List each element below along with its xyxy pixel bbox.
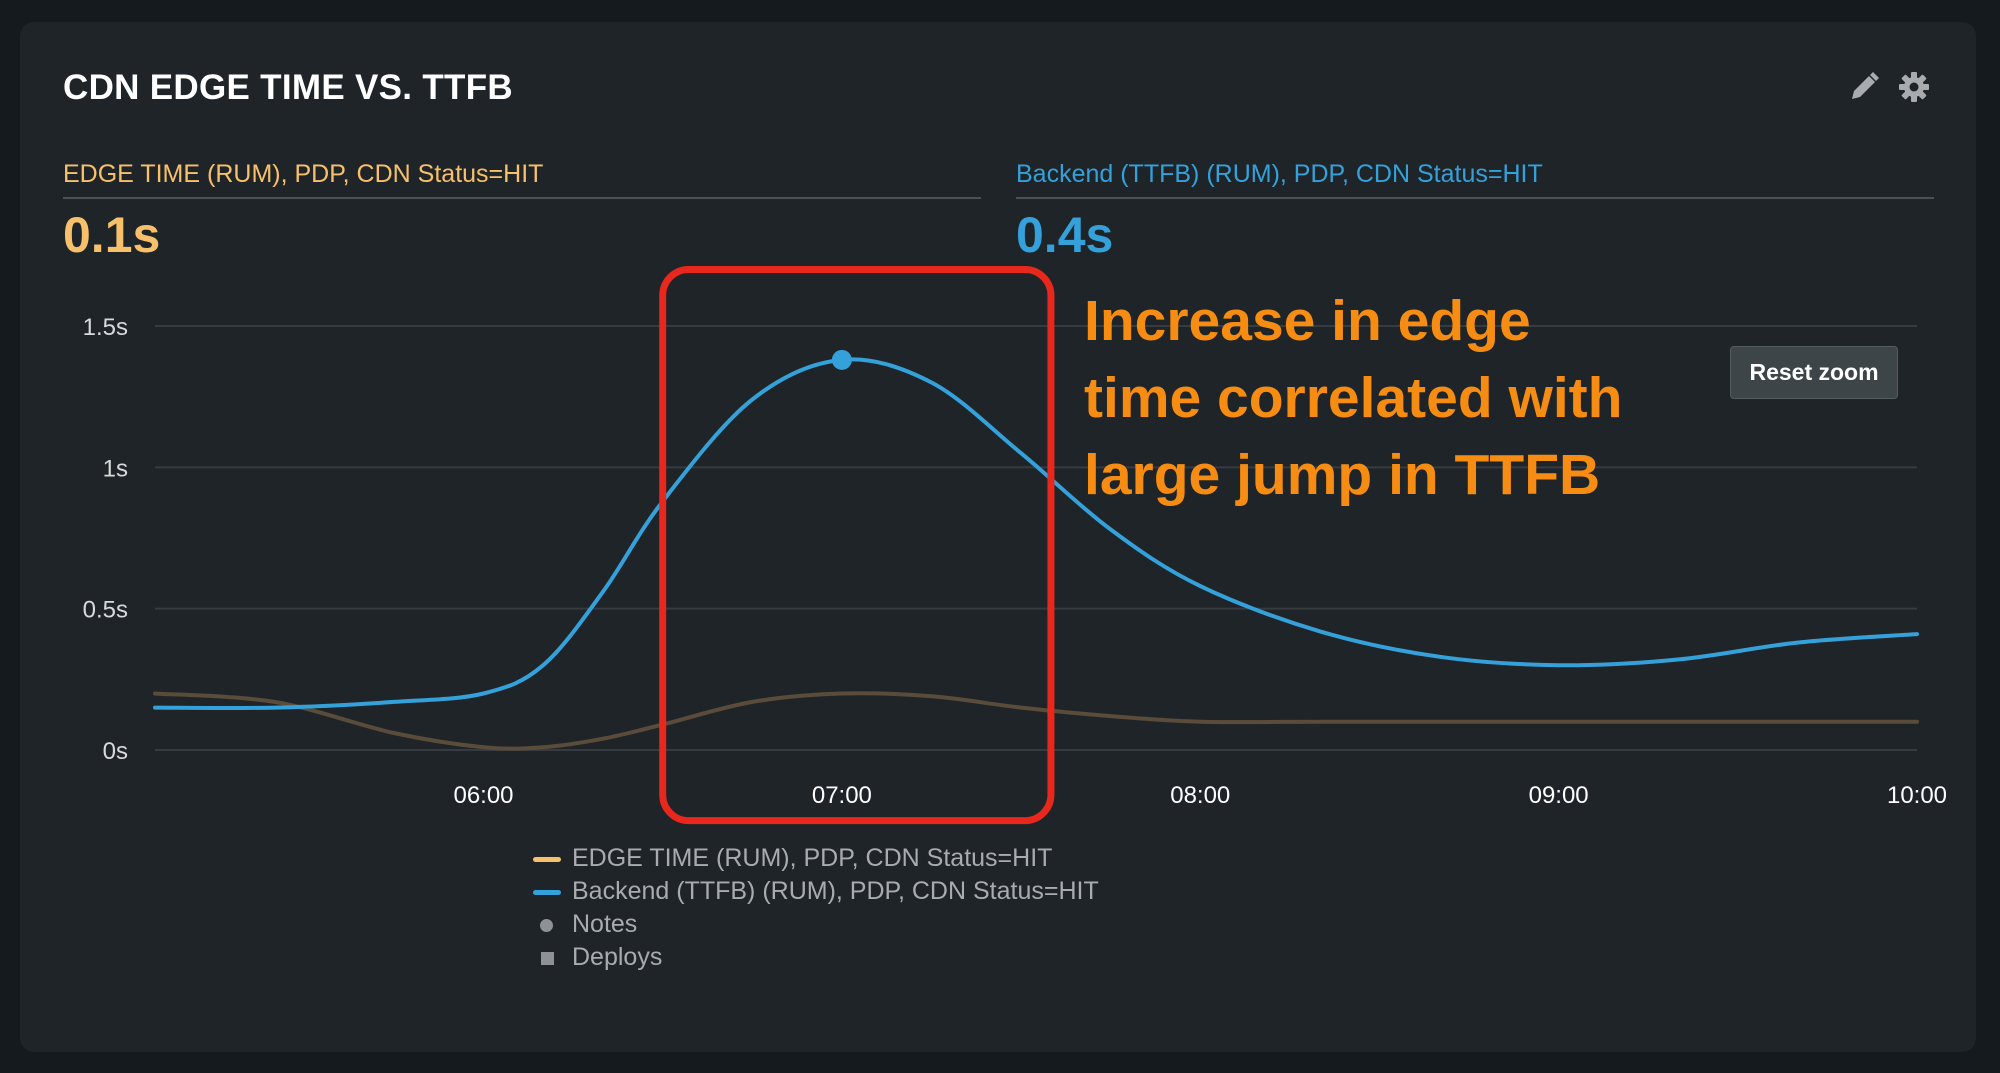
widget-title: CDN EDGE TIME VS. TTFB (63, 68, 513, 107)
annotation-line: Increase in edge (1084, 289, 1531, 353)
y-tick-label: 0.5s (83, 597, 128, 624)
legend-item-deploys[interactable]: Deploys (533, 941, 1099, 974)
legend-label: Backend (TTFB) (RUM), PDP, CDN Status=HI… (572, 877, 1099, 905)
y-tick-label: 0s (103, 738, 128, 765)
edge-metric-divider (63, 197, 981, 199)
ttfb-metric-divider (1016, 197, 1934, 199)
ttfb-metric-value: 0.4s (1016, 207, 1114, 263)
chart-widget (20, 22, 1976, 1052)
annotation-text: Increase in edge time correlated with la… (1084, 283, 1724, 514)
x-tick-label: 08:00 (1170, 782, 1230, 809)
legend-circle-symbol (533, 915, 561, 935)
edge-time-series-line (153, 691, 1919, 751)
legend-item-ttfb[interactable]: Backend (TTFB) (RUM), PDP, CDN Status=HI… (533, 875, 1099, 908)
edge-metric-label: EDGE TIME (RUM), PDP, CDN Status=HIT (63, 160, 544, 188)
reset-zoom-button[interactable]: Reset zoom (1730, 346, 1898, 399)
legend-item-edge-time[interactable]: EDGE TIME (RUM), PDP, CDN Status=HIT (533, 842, 1099, 875)
y-tick-label: 1s (103, 455, 128, 482)
legend-label: Notes (572, 910, 638, 938)
ttfb-series-line (153, 357, 1919, 710)
chart-legend: EDGE TIME (RUM), PDP, CDN Status=HIT Bac… (533, 842, 1099, 974)
legend-line-symbol (533, 849, 561, 869)
legend-square-symbol (533, 948, 561, 968)
x-tick-label: 10:00 (1887, 782, 1947, 809)
highlight-box (659, 265, 1055, 825)
edge-metric-value: 0.1s (63, 207, 161, 263)
legend-label: EDGE TIME (RUM), PDP, CDN Status=HIT (572, 844, 1053, 872)
x-tick-label: 06:00 (453, 782, 513, 809)
ttfb-metric-label: Backend (TTFB) (RUM), PDP, CDN Status=HI… (1016, 160, 1543, 188)
annotation-line: large jump in TTFB (1084, 443, 1601, 507)
y-tick-label: 1.5s (83, 314, 128, 341)
gear-icon[interactable] (1897, 70, 1931, 104)
annotation-line: time correlated with (1084, 366, 1623, 430)
x-tick-label: 07:00 (812, 782, 872, 809)
highlighted-data-point (831, 349, 852, 370)
legend-label: Deploys (572, 943, 663, 971)
legend-item-notes[interactable]: Notes (533, 908, 1099, 941)
x-tick-label: 09:00 (1529, 782, 1589, 809)
pencil-icon[interactable] (1847, 70, 1881, 104)
legend-line-symbol (533, 882, 561, 902)
